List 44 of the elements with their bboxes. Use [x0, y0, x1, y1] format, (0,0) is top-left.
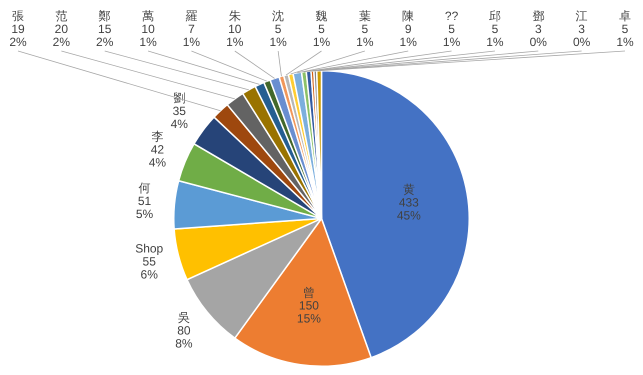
data-label: 15 2% — [96, 22, 114, 49]
slice-label: 邱 — [488, 8, 501, 23]
data-label: 3 0% — [530, 22, 548, 49]
slice-label: 葉 — [358, 8, 371, 23]
data-label: 5 1% — [442, 22, 461, 49]
data-label: 20 2% — [52, 22, 70, 49]
slice-label: 曾 — [302, 286, 315, 300]
slice-label: ?? — [444, 8, 459, 23]
data-label: 9 1% — [400, 22, 418, 49]
data-label: 80 8% — [175, 323, 193, 350]
slice-label: 黄 — [402, 182, 415, 197]
slice-label: 張 — [12, 8, 24, 23]
data-label: 35 4% — [170, 104, 188, 132]
data-label: 3 0% — [572, 22, 591, 49]
data-label: 51 5% — [136, 194, 154, 222]
slice-label: 鄭 — [98, 8, 111, 23]
data-label: 19 2% — [9, 22, 27, 49]
data-label: 5 1% — [616, 22, 634, 49]
slice-label: 江 — [576, 8, 588, 23]
data-label: 5 1% — [356, 22, 374, 49]
slice-label: 羅 — [185, 8, 198, 23]
data-label: 10 1% — [139, 22, 158, 49]
data-label: 5 1% — [486, 22, 504, 49]
data-label: 5 1% — [312, 22, 330, 49]
slice-label: 萬 — [142, 8, 154, 23]
slice-label: 李 — [151, 130, 164, 144]
slice-label: 沈 — [272, 8, 284, 23]
slice-label: 何 — [138, 181, 151, 196]
slice-label: 卓 — [619, 8, 631, 23]
slice-label: 吳 — [178, 310, 190, 324]
slice-label: 范 — [55, 8, 68, 23]
data-label: 433 45% — [396, 196, 422, 223]
data-label: 5 1% — [269, 22, 288, 49]
data-label: 55 6% — [140, 254, 158, 282]
slice-label: 陳 — [402, 8, 414, 23]
data-label: 10 1% — [226, 22, 244, 49]
data-label: 7 1% — [182, 22, 200, 49]
slice-label: Shop — [135, 242, 164, 256]
slice-label: 魏 — [316, 8, 328, 23]
data-label: 150 15% — [296, 298, 322, 326]
slice-label: 劉 — [173, 91, 186, 106]
slice-label: 朱 — [228, 8, 241, 23]
data-label: 42 4% — [148, 142, 166, 170]
slice-label: 鄧 — [532, 8, 544, 23]
